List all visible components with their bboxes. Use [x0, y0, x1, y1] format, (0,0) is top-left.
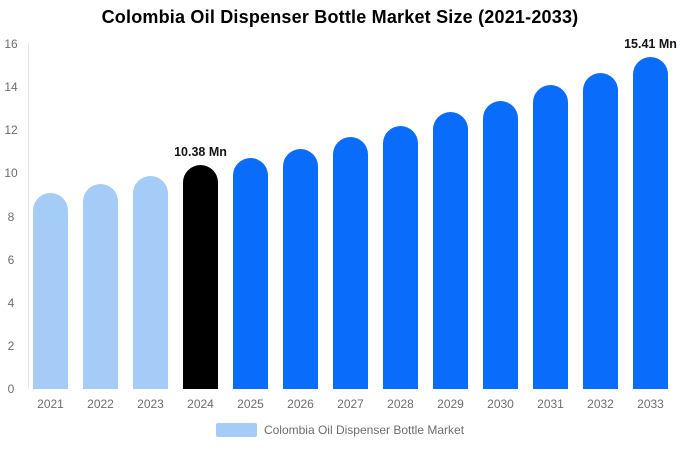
x-label-2026: 2026 — [287, 397, 314, 411]
legend-swatch — [215, 423, 257, 437]
y-tick-label-16: 16 — [4, 37, 18, 51]
y-tick-label-6: 6 — [7, 252, 15, 267]
x-label-2024: 2024 — [187, 397, 214, 411]
x-label-2029: 2029 — [437, 397, 464, 411]
chart-title: Colombia Oil Dispenser Bottle Market Siz… — [101, 7, 579, 27]
y-tick-label-14: 14 — [4, 80, 18, 95]
bar-2022 — [83, 184, 118, 389]
bar-2025 — [233, 158, 268, 389]
legend-label: Colombia Oil Dispenser Bottle Market — [263, 423, 465, 437]
x-label-2028: 2028 — [387, 397, 414, 411]
legend-item[interactable]: Colombia Oil Dispenser Bottle Market — [215, 423, 465, 437]
bar-2032 — [583, 73, 618, 389]
bar-2031 — [533, 84, 568, 389]
y-axis-line — [28, 43, 29, 389]
x-label-2021: 2021 — [37, 397, 64, 411]
x-label-2033: 2033 — [637, 397, 664, 411]
x-label-2025: 2025 — [237, 397, 264, 411]
y-tick-label-12: 12 — [4, 123, 18, 138]
y-tick-label-0: 0 — [7, 382, 15, 396]
bar-2033 — [633, 56, 668, 389]
y-tick-label-2: 2 — [7, 338, 15, 353]
x-label-2030: 2030 — [487, 397, 514, 411]
x-label-2032: 2032 — [587, 397, 614, 411]
bar-2027 — [333, 136, 368, 389]
x-label-2027: 2027 — [337, 397, 364, 411]
bar-2023 — [133, 175, 168, 389]
y-tick-label-10: 10 — [4, 166, 18, 181]
value-label-2033: 15.41 Mn — [624, 36, 677, 51]
value-label-2024: 10.38 Mn — [174, 145, 227, 160]
bar-2024 — [183, 165, 218, 389]
bar-2021 — [33, 192, 68, 389]
y-tick-label-8: 8 — [7, 209, 15, 224]
bar-2030 — [483, 101, 518, 389]
bar-2029 — [433, 111, 468, 389]
y-tick-label-4: 4 — [7, 295, 15, 310]
x-label-2023: 2023 — [137, 397, 164, 411]
bar-2028 — [383, 125, 418, 389]
legend: Colombia Oil Dispenser Bottle Market — [0, 423, 680, 437]
bar-2026 — [283, 148, 318, 389]
x-label-2022: 2022 — [87, 397, 114, 411]
x-label-2031: 2031 — [537, 397, 564, 411]
